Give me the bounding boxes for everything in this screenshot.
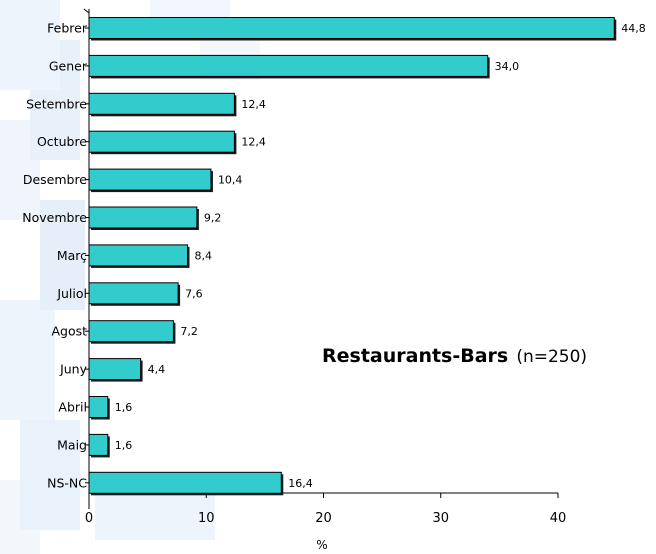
x-tick-label: 20 bbox=[315, 511, 332, 526]
bar bbox=[88, 471, 282, 494]
value-label: 10,4 bbox=[218, 174, 243, 187]
background-tile bbox=[0, 300, 55, 420]
axis-corner bbox=[83, 8, 90, 14]
category-label: Febrer bbox=[47, 21, 88, 36]
category-label: Març bbox=[57, 248, 87, 263]
value-label: 7,6 bbox=[185, 287, 203, 300]
background-tile bbox=[95, 495, 215, 540]
category-label: NS-NC bbox=[47, 475, 87, 490]
background-tile bbox=[20, 420, 80, 530]
chart-title: Restaurants-Bars bbox=[322, 345, 509, 367]
bar bbox=[88, 54, 489, 77]
x-tick-label: 30 bbox=[432, 511, 449, 526]
bar bbox=[88, 244, 188, 267]
category-label: Juliol bbox=[56, 286, 87, 301]
value-label: 44,8 bbox=[621, 22, 646, 35]
background-tile bbox=[40, 200, 85, 310]
value-label: 8,4 bbox=[194, 249, 212, 262]
bar bbox=[88, 320, 174, 343]
value-label: 1,6 bbox=[115, 401, 133, 414]
value-label: 7,2 bbox=[180, 325, 198, 338]
category-label: Maig bbox=[57, 437, 87, 452]
bar bbox=[88, 396, 109, 418]
x-tick-label: 40 bbox=[550, 511, 567, 526]
bar bbox=[88, 358, 142, 381]
value-label: 4,4 bbox=[148, 363, 166, 376]
x-tick-label: 10 bbox=[198, 511, 215, 526]
category-label: Agost bbox=[51, 324, 87, 339]
x-tick-label: 0 bbox=[85, 511, 93, 526]
bar bbox=[88, 92, 235, 115]
chart-title-block: Restaurants-Bars (n=250) bbox=[322, 345, 587, 367]
value-label: 9,2 bbox=[204, 212, 222, 225]
category-label: Juny bbox=[59, 362, 88, 377]
category-label: Gener bbox=[49, 58, 88, 73]
bar bbox=[88, 17, 615, 39]
value-label: 1,6 bbox=[115, 439, 133, 452]
category-label: Abril bbox=[58, 400, 87, 415]
category-label: Desembre bbox=[23, 172, 87, 187]
value-label: 16,4 bbox=[288, 477, 313, 490]
x-axis-label: % bbox=[316, 538, 327, 552]
category-label: Novembre bbox=[22, 210, 87, 225]
bar bbox=[88, 168, 212, 191]
chart-subtitle: (n=250) bbox=[516, 347, 588, 367]
bar bbox=[88, 433, 109, 456]
value-label: 34,0 bbox=[495, 60, 520, 73]
background-tile bbox=[0, 0, 60, 90]
category-label: Octubre bbox=[37, 134, 87, 149]
value-label: 12,4 bbox=[241, 136, 266, 149]
value-label: 12,4 bbox=[241, 98, 266, 111]
bar bbox=[88, 282, 179, 305]
bar bbox=[88, 206, 198, 229]
category-label: Setembre bbox=[26, 96, 87, 111]
bar bbox=[88, 130, 235, 153]
